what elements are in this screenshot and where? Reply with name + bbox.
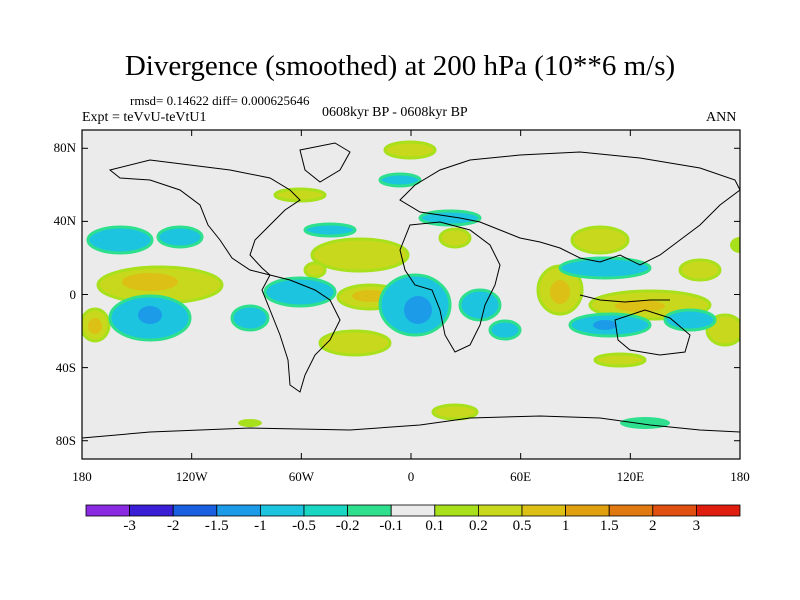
coast-antarctica [82,415,740,439]
colorbar-swatch [696,504,741,517]
colorbar-label: -1.5 [204,518,229,534]
coastlines [82,142,740,439]
lon-tick-label: 0 [407,469,415,484]
colorbar-label: -2 [166,518,180,534]
colorbar-swatch [390,504,436,517]
lon-tick-label: 60E [510,469,532,484]
colorbar-label: -0.2 [335,518,360,534]
colorbar-label: -0.1 [379,518,404,534]
lat-tick-label: 0 [69,286,77,302]
colorbar-label: -3 [123,518,136,534]
colorbar-swatch [434,504,479,517]
lat-tick-label: 80N [53,140,76,156]
period-label: 0608kyr BP - 0608kyr BP [322,105,468,120]
lon-tick-label: 120E [616,469,645,484]
lat-tick-label: 40S [55,359,76,375]
colorbar-swatch [259,504,305,517]
colorbar-label: 0.1 [425,518,445,534]
lon-tick-label: 180 [72,469,92,484]
negative-cores [138,296,617,330]
coast-africa [399,221,501,353]
colorbar-swatch [521,504,566,517]
coast-indonesia [579,294,670,303]
colorbar-swatch [216,504,261,517]
colorbar-swatch [477,504,523,517]
coast-greenland [299,142,351,183]
colorbar-swatch [565,504,610,517]
lat-tick-label: 40N [53,213,76,229]
lon-tick-label: 120W [175,469,208,484]
colorbar [85,504,741,517]
colorbar-swatch [172,504,218,517]
colorbar-swatch [303,504,348,517]
coast-north-america [108,159,301,276]
colorbar-label: 1.5 [599,518,619,534]
colorbar-swatch [347,504,392,517]
colorbar-swatch [608,504,654,517]
colorbar-swatch [652,504,697,517]
colorbar-label: 2 [649,518,657,534]
colorbar-label: -0.5 [292,518,316,534]
colorbar-label: 0.2 [469,518,488,534]
positive-cores [88,273,665,334]
lat-tick-label: 80S [55,432,76,448]
colorbar-swatch [85,504,130,517]
lon-tick-label: 180 [730,469,750,484]
map-title: Divergence (smoothed) at 200 hPa (10**6 … [124,50,676,82]
rmsd-stats: rmsd= 0.14622 diff= 0.000625646 [130,93,310,108]
colorbar-swatch [129,504,174,517]
coast-south-america [261,274,341,393]
season-label: ANN [706,110,737,125]
colorbar-label: 3 [692,518,701,534]
colorbar-label: -1 [254,518,267,534]
lon-tick-label: 60W [288,469,314,484]
coast-europe-asia [399,151,740,266]
experiment-label: Expt = teVvU-teVtU1 [82,110,207,125]
colorbar-label: 1 [561,518,570,534]
axis-ticks [81,130,741,459]
colorbar-label: 0.5 [512,518,532,534]
coast-australia [614,309,691,356]
